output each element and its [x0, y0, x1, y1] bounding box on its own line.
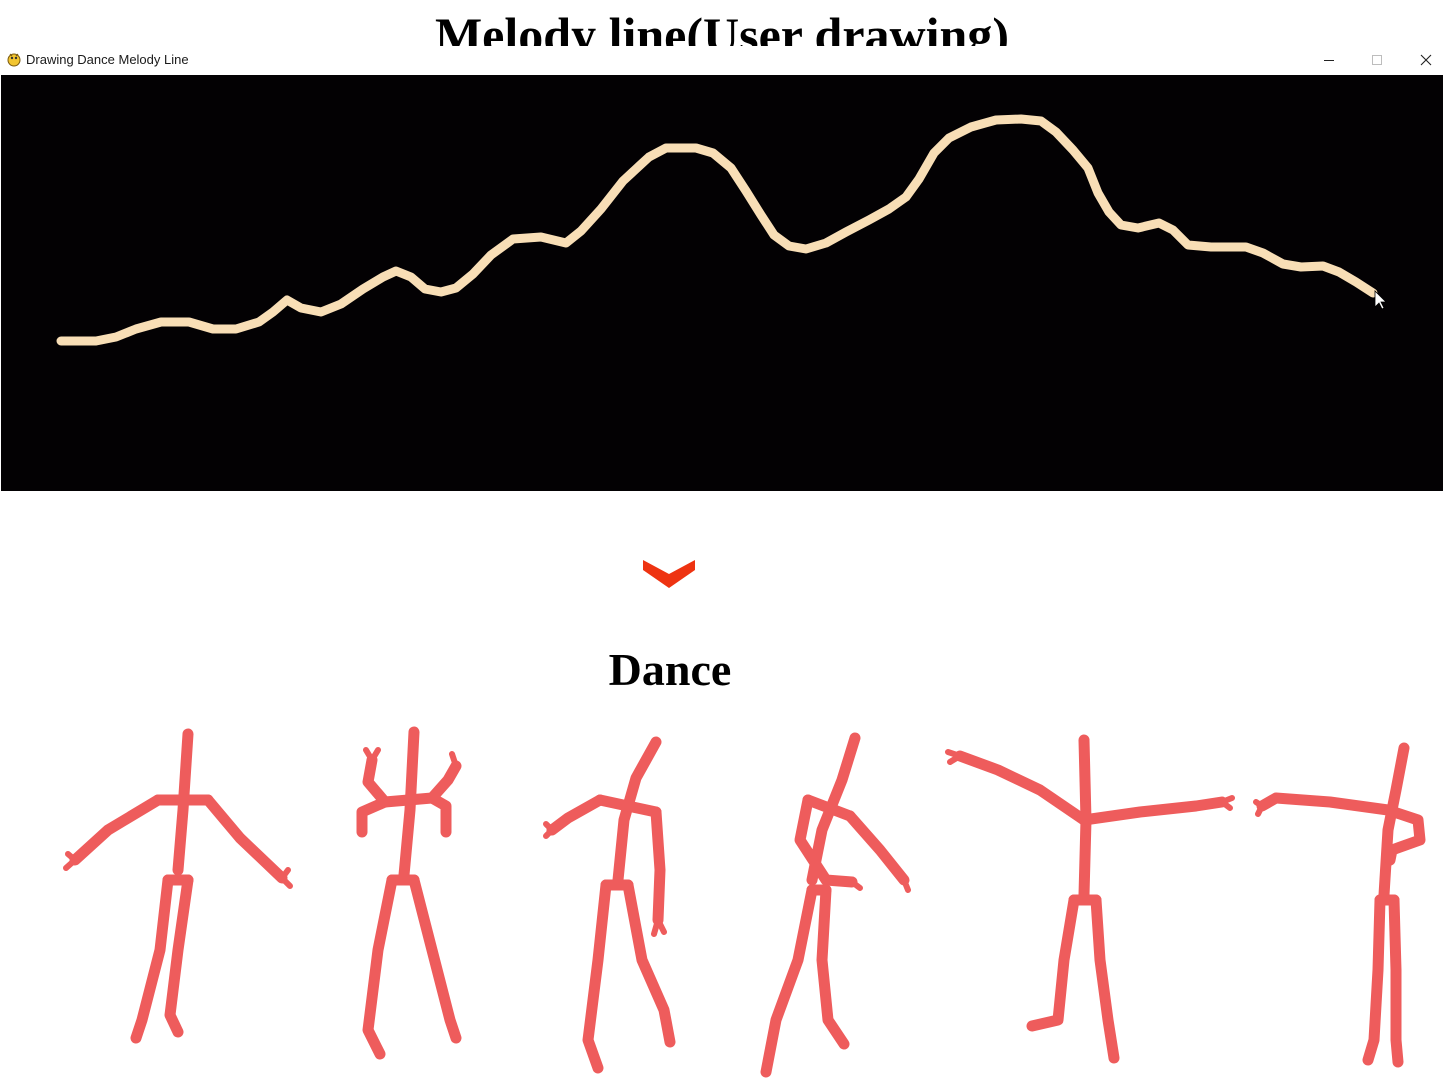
minimize-icon — [1324, 60, 1334, 61]
melody-line-stroke — [56, 114, 1378, 346]
drawing-canvas[interactable] — [1, 75, 1443, 491]
close-button[interactable] — [1403, 46, 1444, 74]
window-title: Drawing Dance Melody Line — [26, 52, 189, 67]
dance-title: Dance — [608, 644, 732, 695]
minimize-button[interactable] — [1306, 46, 1352, 74]
dance-figure-2 — [356, 726, 462, 1060]
dance-figure-1 — [63, 728, 293, 1044]
dance-figure-6 — [1253, 742, 1426, 1068]
close-icon — [1420, 54, 1432, 66]
dance-figures: .limb { fill: none; stroke: #EE5C5C; str… — [63, 726, 1426, 1078]
pygame-snake-icon — [7, 53, 21, 67]
dance-figure-3 — [543, 736, 676, 1074]
chevron-down-icon — [643, 560, 695, 588]
maximize-icon — [1372, 55, 1382, 65]
arrow-cursor-icon — [1374, 290, 1387, 310]
maximize-button[interactable] — [1354, 46, 1400, 74]
window-titlebar: Drawing Dance Melody Line — [0, 46, 1444, 74]
dance-figure-5 — [945, 734, 1235, 1064]
dance-figure-4 — [760, 732, 911, 1078]
